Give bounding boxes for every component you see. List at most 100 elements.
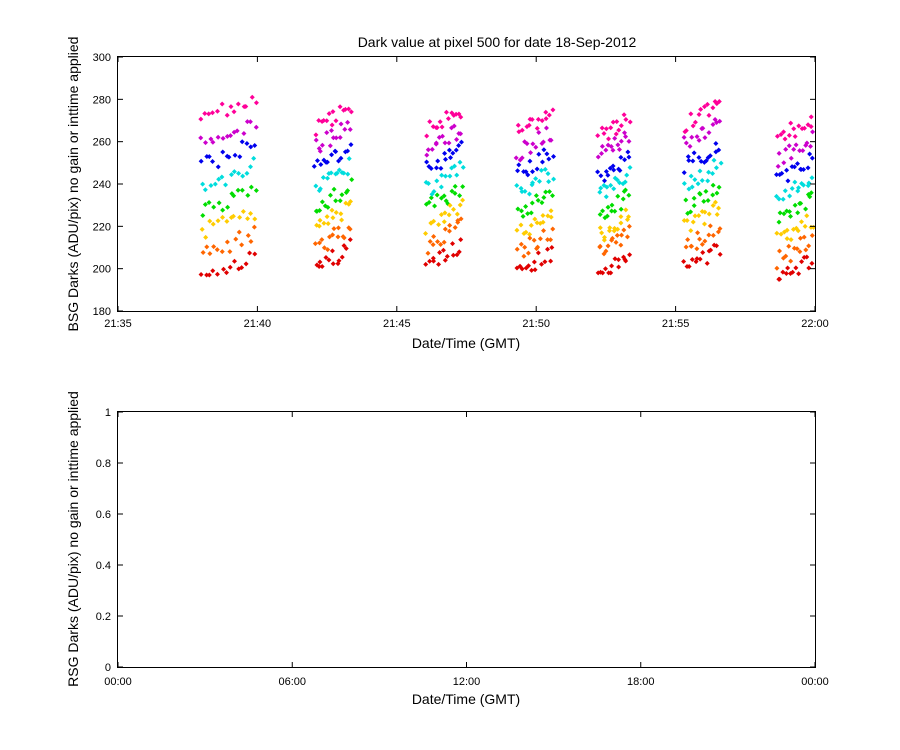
data-point (227, 264, 233, 270)
data-point (532, 216, 538, 222)
data-point (609, 208, 615, 214)
data-point (458, 131, 464, 137)
y-axis-label: RSG Darks (ADU/pix) no gain or inttime a… (65, 391, 81, 687)
data-point (248, 238, 254, 244)
data-point (686, 264, 692, 270)
data-point (452, 225, 458, 231)
data-point (252, 251, 258, 257)
data-point (614, 232, 620, 238)
data-point (317, 240, 323, 246)
data-point (224, 218, 230, 224)
data-point (518, 222, 524, 228)
data-point (608, 182, 614, 188)
data-point (426, 199, 432, 205)
data-point (599, 150, 605, 156)
data-point (614, 119, 620, 125)
data-point (689, 256, 695, 262)
data-point (548, 214, 554, 220)
data-point (318, 161, 324, 167)
data-point (245, 192, 251, 198)
data-point (207, 251, 213, 257)
data-point (209, 110, 215, 116)
data-point (800, 148, 806, 154)
data-point (202, 187, 208, 193)
data-point (232, 152, 238, 158)
data-point (219, 101, 225, 107)
data-point (534, 166, 540, 172)
data-point (247, 119, 253, 125)
data-point (774, 265, 780, 271)
data-point (452, 190, 458, 196)
data-point (204, 244, 210, 250)
data-point (515, 206, 521, 212)
data-point (530, 169, 536, 175)
data-point (204, 272, 210, 278)
data-point (795, 210, 801, 216)
data-point (786, 243, 792, 249)
data-point (330, 135, 336, 141)
data-point (237, 154, 243, 160)
data-point (243, 261, 249, 267)
data-point (808, 143, 814, 149)
data-point (690, 123, 696, 129)
data-point (252, 143, 258, 149)
data-point (692, 119, 698, 125)
data-point (603, 194, 609, 200)
data-point (528, 222, 534, 228)
data-point (531, 237, 537, 243)
data-point (602, 234, 608, 240)
data-point (543, 125, 549, 131)
data-point (206, 111, 212, 117)
data-point (446, 228, 452, 234)
data-point (792, 164, 798, 170)
data-point (595, 154, 601, 160)
data-point (617, 168, 623, 174)
data-point (782, 136, 788, 142)
data-point (236, 229, 242, 235)
data-point (236, 170, 242, 176)
data-point (437, 119, 443, 125)
data-point (626, 154, 632, 160)
data-point (443, 156, 449, 162)
data-point (623, 207, 629, 213)
data-point (453, 111, 459, 117)
data-point (774, 133, 780, 139)
data-point (199, 226, 205, 232)
data-point (706, 232, 712, 238)
data-point (688, 173, 694, 179)
data-point (785, 265, 791, 271)
data-point (597, 189, 603, 195)
data-point (224, 239, 230, 245)
data-point (707, 223, 713, 229)
data-point (550, 107, 556, 113)
data-point (206, 272, 212, 278)
data-point (341, 243, 347, 249)
data-point (695, 230, 701, 236)
data-point (777, 248, 783, 254)
data-point (430, 242, 436, 248)
data-point (543, 189, 549, 195)
data-point (538, 167, 544, 173)
data-point (689, 134, 695, 140)
data-point (202, 201, 208, 207)
data-point (245, 232, 251, 238)
data-point (347, 237, 353, 243)
data-point (689, 243, 695, 249)
data-point (546, 189, 552, 195)
data-point (329, 207, 335, 213)
data-point (535, 197, 541, 203)
data-point (523, 229, 529, 235)
data-point (532, 267, 538, 273)
data-point (597, 243, 603, 249)
data-point (685, 237, 691, 243)
data-point (551, 176, 557, 182)
data-point (440, 247, 446, 253)
data-point (452, 183, 458, 189)
data-point (533, 144, 539, 150)
data-point (210, 159, 216, 165)
bsg-dark-chart: Dark value at pixel 500 for date 18-Sep-… (65, 34, 829, 351)
data-point (603, 147, 609, 153)
data-point (781, 160, 787, 166)
data-point (542, 166, 548, 172)
data-point (328, 170, 334, 176)
